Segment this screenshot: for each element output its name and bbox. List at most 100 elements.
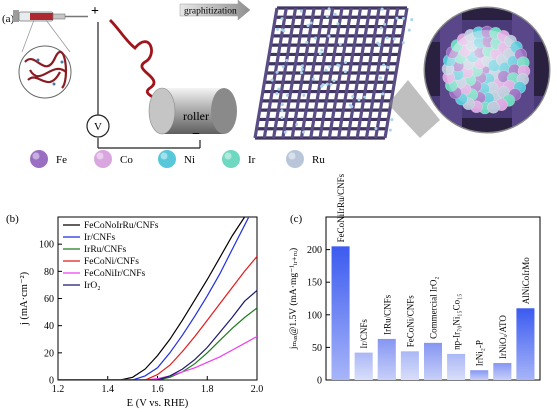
mesh-nanoparticle: [328, 65, 332, 69]
mesh-nanoparticle: [281, 65, 285, 69]
roller-label: roller: [183, 109, 209, 123]
swatch-highlight: [288, 152, 296, 160]
mesh-nanoparticle: [299, 9, 303, 13]
mesh-nanoparticle: [380, 7, 384, 11]
x-tick-label: 1.8: [201, 384, 214, 395]
circuit-wires: [97, 22, 201, 149]
bar-category-label: AlNiCoIrMo: [521, 257, 531, 304]
swatch-highlight: [160, 152, 168, 160]
mesh-nanoparticle: [363, 95, 367, 99]
bar-category-label: Ir/CNFs: [359, 319, 369, 349]
mesh-nanoparticle: [382, 63, 386, 67]
mesh-nanoparticle: [275, 70, 279, 74]
mesh-nanoparticle: [336, 22, 340, 26]
panel-a: (a) + V: [2, 0, 551, 168]
mesh-nanoparticle: [302, 130, 306, 134]
mesh-nanoparticle: [386, 65, 390, 69]
series-line: [58, 217, 250, 380]
mesh-fiber-vertical: [290, 7, 316, 139]
mesh-nanoparticle: [325, 14, 329, 18]
mesh-fiber-vertical: [355, 7, 381, 139]
mesh-nanoparticle: [275, 91, 279, 95]
zoom-connector: [388, 80, 440, 138]
mesh-nanoparticle: [374, 126, 378, 130]
y-tick-label: 0: [49, 376, 54, 387]
y-tick-label: 20: [44, 348, 54, 359]
mesh-fiber-vertical: [299, 7, 326, 139]
mesh-nanoparticle: [329, 82, 333, 86]
mesh-nanoparticle: [401, 16, 405, 20]
mesh-nanoparticle: [390, 118, 394, 122]
mesh-nanoparticle: [325, 82, 329, 86]
mesh-fiber-vertical: [281, 7, 307, 139]
mesh-fiber-vertical: [346, 7, 372, 139]
mesh-nanoparticle: [270, 78, 274, 82]
swatch-highlight: [32, 152, 40, 160]
element-symbol: Co: [120, 154, 133, 166]
mesh-nanoparticle: [295, 123, 299, 127]
mesh-nanoparticle: [280, 28, 284, 32]
element-swatch: [158, 150, 176, 168]
mesh-nanoparticle: [351, 95, 355, 99]
bar-sheen: [470, 370, 489, 380]
element-symbol: Ru: [312, 154, 325, 166]
bar-category-label: Commercial IrO₂: [429, 276, 439, 338]
mesh-nanoparticle: [392, 37, 396, 41]
mesh-nanoparticle: [376, 41, 380, 45]
mesh-nanoparticle: [285, 93, 289, 97]
mesh-nanoparticle: [309, 21, 313, 25]
swatch-highlight: [224, 152, 232, 160]
legend-entry: FeCoNoIrRu/CNFs: [84, 221, 159, 231]
mesh-nanoparticle: [336, 63, 340, 67]
y-tick-label: 200: [307, 245, 322, 256]
mesh-nanoparticle: [388, 128, 392, 132]
bar-category-label: FeCoNi/CNFs: [405, 295, 415, 348]
element-legend: Fe Co Ni Ir Ru: [30, 150, 325, 168]
mesh-nanoparticle: [283, 130, 287, 134]
mesh-nanoparticle: [320, 48, 324, 52]
panel-c-label: (c): [290, 213, 303, 225]
y-tick-label: 100: [307, 310, 322, 321]
mesh-nanoparticle: [306, 24, 310, 28]
x-tick-label: 1.6: [151, 384, 164, 395]
mesh-fiber-vertical: [309, 7, 335, 139]
element-swatch: [222, 150, 240, 168]
mesh-nanoparticle: [280, 103, 284, 107]
element-symbol: Ni: [184, 154, 195, 166]
element-swatch: [30, 150, 48, 168]
bar-category-label: IrNiOₓ/ATO: [498, 315, 508, 359]
mesh-nanoparticle: [333, 12, 337, 16]
series-line: [58, 307, 257, 380]
bar-category-label: FeCoNiIrRu/CNFs: [336, 173, 346, 242]
mesh-nanoparticle: [305, 40, 309, 44]
mesh-fiber-vertical: [364, 7, 391, 139]
bar-category-label: np-Ir₇₀Ni₁₅Co₁₅: [452, 294, 462, 350]
mesh-nanoparticle: [379, 76, 383, 80]
legend-entry: IrO₂: [84, 281, 101, 291]
mesh-nanoparticle: [324, 68, 328, 72]
bar-sheen: [493, 363, 512, 380]
mesh-nanoparticle: [338, 42, 342, 46]
mesh-nanoparticle: [302, 93, 306, 97]
mesh-nanoparticle: [318, 52, 322, 56]
legend-entry: FeCoNi/CNFs: [84, 257, 139, 267]
mesh-nanoparticle: [401, 41, 405, 45]
mesh-nanoparticle: [327, 7, 331, 11]
x-tick-label: 1.4: [102, 384, 115, 395]
mesh-nanoparticle: [300, 64, 304, 68]
mesh-nanoparticle: [276, 27, 280, 31]
y-axis-label: j (mA·cm⁻²): [19, 271, 30, 326]
mesh-nanoparticle: [332, 79, 336, 83]
element-swatch: [286, 150, 304, 168]
bar-category-label: IrRu/CNFs: [382, 294, 392, 335]
nanoparticle-magnifier: [423, 6, 551, 134]
mesh-fiber-vertical: [327, 7, 353, 139]
minus-sign: −: [192, 127, 200, 142]
roller-illustration: [148, 87, 237, 135]
legend-entry: Ir/CNFs: [84, 233, 115, 243]
x-axis-label: E (V vs. RHE): [127, 398, 189, 409]
y-axis-label: jₘₐₓ@1.5V (mA·mg⁻¹ᵢᵣ₊ᵣᵤ): [288, 248, 299, 350]
mesh-fiber-vertical: [336, 7, 363, 139]
fiber-mesh: [253, 6, 414, 140]
mesh-nanoparticle: [280, 116, 284, 120]
